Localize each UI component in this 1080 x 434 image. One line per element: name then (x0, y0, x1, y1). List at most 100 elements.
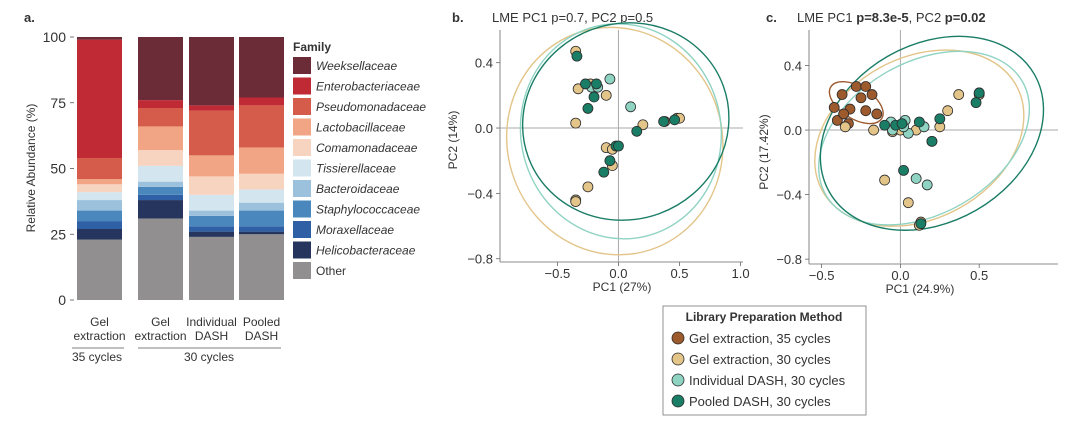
bar-segment (239, 231, 284, 235)
group2-label: 30 cycles (184, 350, 234, 364)
family-legend-swatch (293, 139, 311, 156)
family-legend-label: Other (316, 264, 346, 278)
panel-a-category-label: Gel (90, 315, 109, 329)
panel-b-ylabel: PC2 (14%) (446, 111, 460, 170)
panel-b-xtick-label: 0.0 (609, 266, 627, 281)
family-legend: Weeksellaceae Enterobacteriaceae Pseudomon… (293, 57, 426, 279)
panel-b-xtick-label: −0.5 (545, 266, 571, 281)
panel-c-point (868, 124, 880, 136)
panel-b-label: b. (452, 10, 464, 25)
panel-b-point (582, 103, 594, 114)
family-legend-swatch (293, 221, 311, 238)
panel-c-xtick-label: −0.5 (809, 268, 835, 283)
bar-segment (77, 221, 122, 229)
panel-b-ytick-label: −0.4 (467, 186, 493, 201)
panel-a-category-label: Pooled (243, 315, 280, 329)
panel-a-label: a. (24, 10, 35, 25)
bar-segment (189, 236, 234, 300)
bar-segment (138, 181, 183, 187)
panel-b-point (604, 155, 616, 167)
panel-a-yticks: 0 25 50 75 100 (43, 29, 74, 308)
bar-segment (239, 173, 284, 190)
panel-b-point (571, 50, 583, 62)
panel-b-xtick-label: 1.0 (732, 266, 750, 281)
panel-b-ytick-label: −0.8 (467, 252, 493, 267)
panel-c-title: LME PC1 p=8.3e-5, PC2 p=0.02 (797, 10, 986, 25)
panel-c-point (913, 116, 925, 128)
family-legend-label: Tissierellaceae (316, 162, 396, 176)
panel-c-point (942, 105, 954, 117)
bar-segment (138, 200, 183, 219)
panel-c-point (910, 173, 922, 184)
bar-segment (138, 100, 183, 109)
method-legend-marker (671, 352, 685, 366)
bar-segment (189, 155, 234, 177)
panel-a-ylabel: Relative Abundance (%) (24, 104, 38, 233)
panel-c-ylabel: PC2 (17.42%) (757, 114, 771, 189)
panel-b-point (582, 181, 594, 193)
panel-b-point (631, 125, 643, 137)
family-legend-swatch (293, 118, 311, 136)
panel-b-point (637, 119, 649, 131)
method-legend-label: Gel extraction, 30 cycles (689, 352, 831, 367)
bar-segment (189, 110, 234, 156)
panel-c-plot: −0.5 0.0 0.5 0.4 0.0 −0.4 −0.8 (776, 30, 1058, 283)
bar-segment (239, 37, 284, 98)
bar-segment (138, 194, 183, 201)
bar-segment (77, 192, 122, 201)
bar-segment (239, 234, 284, 300)
bar-segment (189, 176, 234, 195)
family-legend-swatch (293, 98, 311, 115)
panel-c-ellipse (814, 49, 1025, 227)
panel-c-point (838, 108, 850, 120)
method-legend-marker (671, 394, 685, 408)
family-legend-label: Staphylococcaceae (316, 203, 420, 217)
family-legend-swatch (293, 77, 311, 95)
panel-a-category-label: extraction (73, 329, 125, 343)
panel-c-point (934, 113, 946, 125)
panel-b-point (669, 114, 681, 126)
family-legend-swatch (293, 241, 311, 259)
panel-b-ellipse (519, 23, 723, 240)
panel-c-point (860, 105, 872, 117)
panel-c-point (973, 87, 985, 99)
bar-segment (77, 200, 122, 211)
panel-c-point (879, 119, 891, 131)
panel-c-ellipse (818, 50, 1031, 226)
family-legend-swatch (293, 159, 311, 177)
panel-a-ytick-label: 0 (58, 292, 66, 308)
panel-b-xtick-label: 0.5 (670, 266, 688, 281)
panel-b-point (613, 140, 624, 152)
panel-c-ellipse (819, 35, 1045, 231)
panel-c-point (926, 135, 938, 147)
panel-c-point (871, 108, 883, 120)
panel-b-point (625, 101, 637, 113)
bar-segment (77, 210, 122, 222)
panel-a-ytick-label: 75 (50, 95, 66, 111)
panel-c-xtick-label: 0.0 (891, 268, 909, 283)
bar-segment (189, 226, 234, 232)
bar-segment (138, 108, 183, 127)
panel-b-point (591, 78, 602, 90)
family-legend-label: Enterobacteriaceae (316, 80, 420, 94)
bar-segment (189, 105, 234, 111)
panel-a-category-label: DASH (245, 329, 278, 343)
panel-b-point (604, 73, 616, 85)
panel-b-xlabel: PC1 (27%) (593, 280, 652, 294)
family-legend-title: Family (293, 40, 331, 54)
panel-c-ytick-label: −0.8 (776, 252, 802, 267)
method-legend-label: Individual DASH, 30 cycles (689, 373, 846, 388)
panel-c-point (860, 81, 872, 92)
bar-segment (239, 97, 284, 106)
family-legend-label: Comamonadaceae (316, 141, 418, 155)
panel-a-ytick-label: 50 (50, 161, 66, 177)
bar-segment (138, 186, 183, 195)
bar-segment (138, 126, 183, 151)
bar-segment (189, 194, 234, 211)
panel-b-point (658, 116, 670, 127)
panel-a-category-label: Gel (151, 315, 170, 329)
panel-b-ytick-label: 0.4 (475, 56, 493, 71)
family-legend-label: Lactobacillaceae (316, 121, 406, 135)
bar-segment (77, 157, 122, 180)
panel-b-plot: −0.5 0.0 0.5 1.0 0.4 0.0 −0.4 −0.8 (467, 22, 750, 281)
